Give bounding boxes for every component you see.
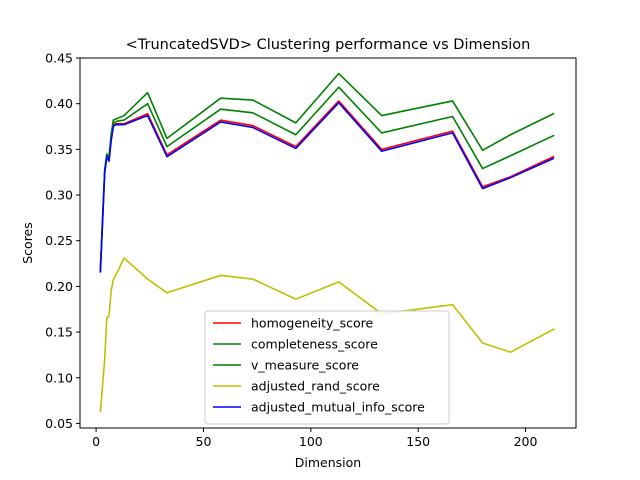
y-tick-label: 0.45 (45, 51, 73, 66)
x-tick-label: 200 (514, 434, 538, 449)
series-line-adjusted-mutual-info-score (99, 101, 555, 273)
x-tick-label: 100 (299, 434, 323, 449)
x-axis: 0 50 100 150 200 (92, 428, 538, 449)
y-tick-label: 0.25 (45, 233, 73, 248)
y-axis-label: Scores (20, 222, 35, 264)
x-tick-label: 0 (92, 434, 100, 449)
y-tick-label: 0.35 (45, 142, 73, 157)
chart-title: <TruncatedSVD> Clustering performance vs… (126, 37, 531, 53)
legend-label: adjusted_mutual_info_score (251, 400, 425, 415)
legend-box (204, 310, 450, 425)
y-tick-label: 0.40 (45, 96, 73, 111)
y-tick-label: 0.20 (45, 279, 73, 294)
legend-label: completeness_score (251, 337, 378, 352)
plot-frame (79, 57, 577, 429)
series-line-adjusted-rand-score (99, 257, 555, 413)
plot-area (99, 72, 555, 413)
legend-label: v_measure_score (251, 358, 359, 373)
y-tick-label: 0.10 (45, 370, 73, 385)
y-tick-label: 0.05 (45, 416, 73, 431)
legend-label: adjusted_rand_score (251, 379, 380, 394)
legend: homogeneity_score completeness_score v_mea… (204, 310, 450, 425)
x-tick-label: 150 (406, 434, 430, 449)
y-tick-label: 0.30 (45, 188, 73, 203)
y-tick-label: 0.15 (45, 325, 73, 340)
y-axis: 0.05 0.10 0.15 0.20 0.25 0.30 0.35 0.40 0.45 (45, 51, 80, 431)
legend-label: homogeneity_score (251, 316, 374, 331)
x-axis-label: Dimension (295, 455, 361, 470)
x-tick-label: 50 (196, 434, 212, 449)
